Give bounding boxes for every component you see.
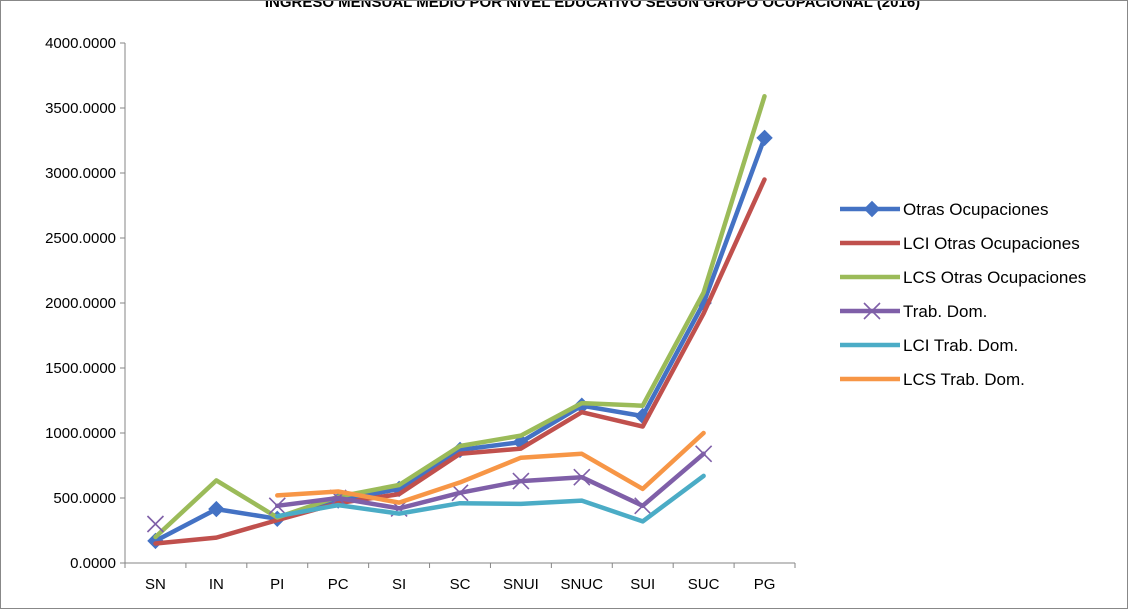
y-tick-label: 2500.0000 [45,230,116,247]
series-line [275,451,706,511]
chart-title: INGRESO MENSUAL MEDIO POR NIVEL EDUCATIV… [264,0,921,11]
legend-item: LCS Trab. Dom. [840,370,1025,389]
x-tick-label: SUC [688,576,720,593]
series-line [275,430,706,505]
y-tick-label: 1000.0000 [45,425,116,442]
x-tick-label: IN [209,576,224,593]
x-tick-label: PG [754,576,776,593]
series-line [153,94,767,540]
legend-marker [863,200,881,218]
legend-item: LCS Otras Ocupaciones [840,268,1086,287]
x-tick-label: SNUI [503,576,539,593]
legend: Otras Ocupaciones LCI Otras Ocupaciones LC… [840,200,1086,389]
legend-item: LCI Trab. Dom. [840,336,1018,355]
legend-label: LCI Trab. Dom. [903,336,1018,355]
data-point [146,515,165,533]
legend-label: Otras Ocupaciones [903,200,1049,219]
legend-marker [863,302,881,320]
series-2 [153,94,767,540]
data-point [634,497,652,515]
x-tick-label: SNUC [561,576,604,593]
data-point [695,445,713,463]
series-4 [275,473,706,524]
y-tick-label: 500.0000 [53,490,116,507]
x-tick-label: PC [328,576,349,593]
series-3 [146,445,713,533]
data-point [756,129,773,147]
x-tick-label: SN [145,576,166,593]
x-tick-label: PI [270,576,284,593]
data-point [451,484,469,502]
legend-item: Trab. Dom. [840,302,987,321]
series-1 [153,177,767,546]
y-tick-label: 4000.0000 [45,35,116,52]
data-point [573,468,591,486]
x-tick-label: SC [450,576,471,593]
x-tick-label: SI [392,576,406,593]
series-layer [146,94,773,550]
data-point [147,532,164,550]
legend-item: Otras Ocupaciones [840,200,1049,219]
y-tick-label: 0.0000 [70,555,116,572]
legend-label: LCS Trab. Dom. [903,370,1025,389]
legend-item: LCI Otras Ocupaciones [840,234,1080,253]
y-tick-label: 3000.0000 [45,165,116,182]
y-tick-label: 2000.0000 [45,295,116,312]
data-point [512,472,530,490]
legend-label: Trab. Dom. [903,302,987,321]
x-tick-label: SUI [630,576,655,593]
series-5 [275,430,706,505]
data-point [268,497,286,515]
series-line [153,177,767,546]
y-tick-label: 3500.0000 [45,100,116,117]
y-tick-label: 1500.0000 [45,360,116,377]
legend-label: LCI Otras Ocupaciones [903,234,1080,253]
series-line [275,473,706,524]
legend-label: LCS Otras Ocupaciones [903,268,1086,287]
data-point [208,500,225,518]
axes: 0.0000 500.0000 1000.0000 1500.0000 2000.000… [45,35,796,593]
